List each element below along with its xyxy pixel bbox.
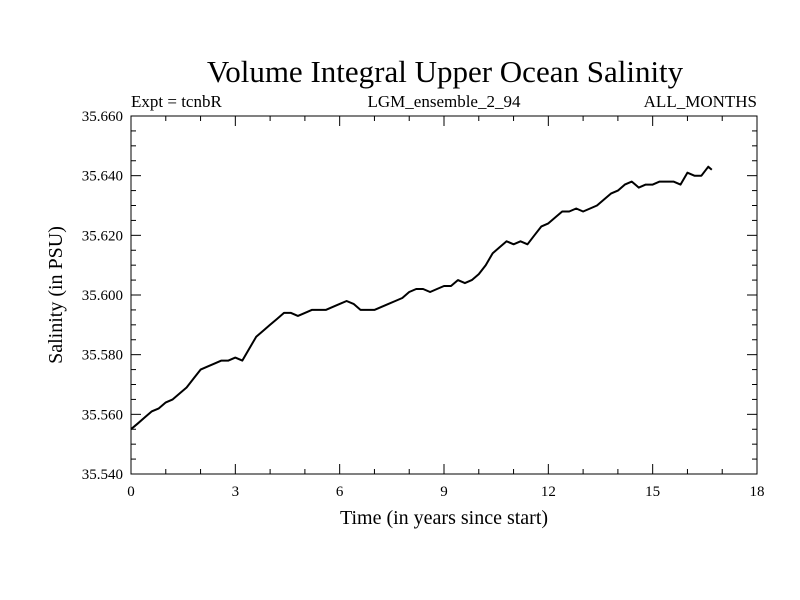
y-tick-label: 35.620 xyxy=(82,228,123,244)
y-tick-labels: 35.540 35.560 35.580 35.600 35.620 35.640 35.6… xyxy=(82,109,123,483)
x-tick-label: 18 xyxy=(750,484,765,500)
x-tick-label: 0 xyxy=(127,484,135,500)
months-label: ALL_MONTHS xyxy=(644,92,757,111)
chart-title: Volume Integral Upper Ocean Salinity xyxy=(207,54,684,89)
ensemble-label: LGM_ensemble_2_94 xyxy=(368,92,521,111)
tick-marks xyxy=(130,115,758,475)
x-tick-label: 12 xyxy=(541,484,556,500)
experiment-label: Expt = tcnbR xyxy=(131,92,222,111)
y-tick-label: 35.640 xyxy=(82,169,123,185)
x-axis-label: Time (in years since start) xyxy=(340,507,548,529)
x-tick-label: 15 xyxy=(645,484,660,500)
y-tick-label: 35.540 xyxy=(82,467,123,483)
y-tick-label: 35.600 xyxy=(82,288,123,304)
y-axis-label: Salinity (in PSU) xyxy=(45,226,67,364)
salinity-series-line xyxy=(130,165,713,430)
x-tick-label: 9 xyxy=(440,484,448,500)
x-tick-label: 6 xyxy=(336,484,344,500)
y-tick-label: 35.580 xyxy=(82,348,123,364)
y-tick-label: 35.660 xyxy=(82,109,123,125)
plot-frame xyxy=(130,115,758,475)
x-tick-label: 3 xyxy=(232,484,240,500)
y-tick-label: 35.560 xyxy=(82,407,123,423)
x-tick-labels: 0 3 6 9 12 15 18 xyxy=(127,484,764,500)
